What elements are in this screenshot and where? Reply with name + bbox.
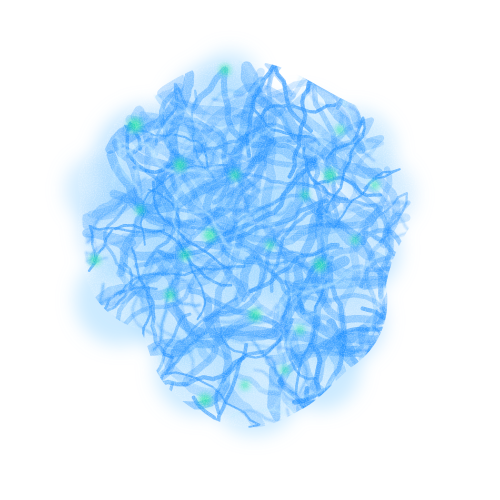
- grain-overlay: [77, 60, 427, 428]
- cosmic-web-volume-render: [65, 50, 427, 435]
- render-viewport: [65, 50, 427, 435]
